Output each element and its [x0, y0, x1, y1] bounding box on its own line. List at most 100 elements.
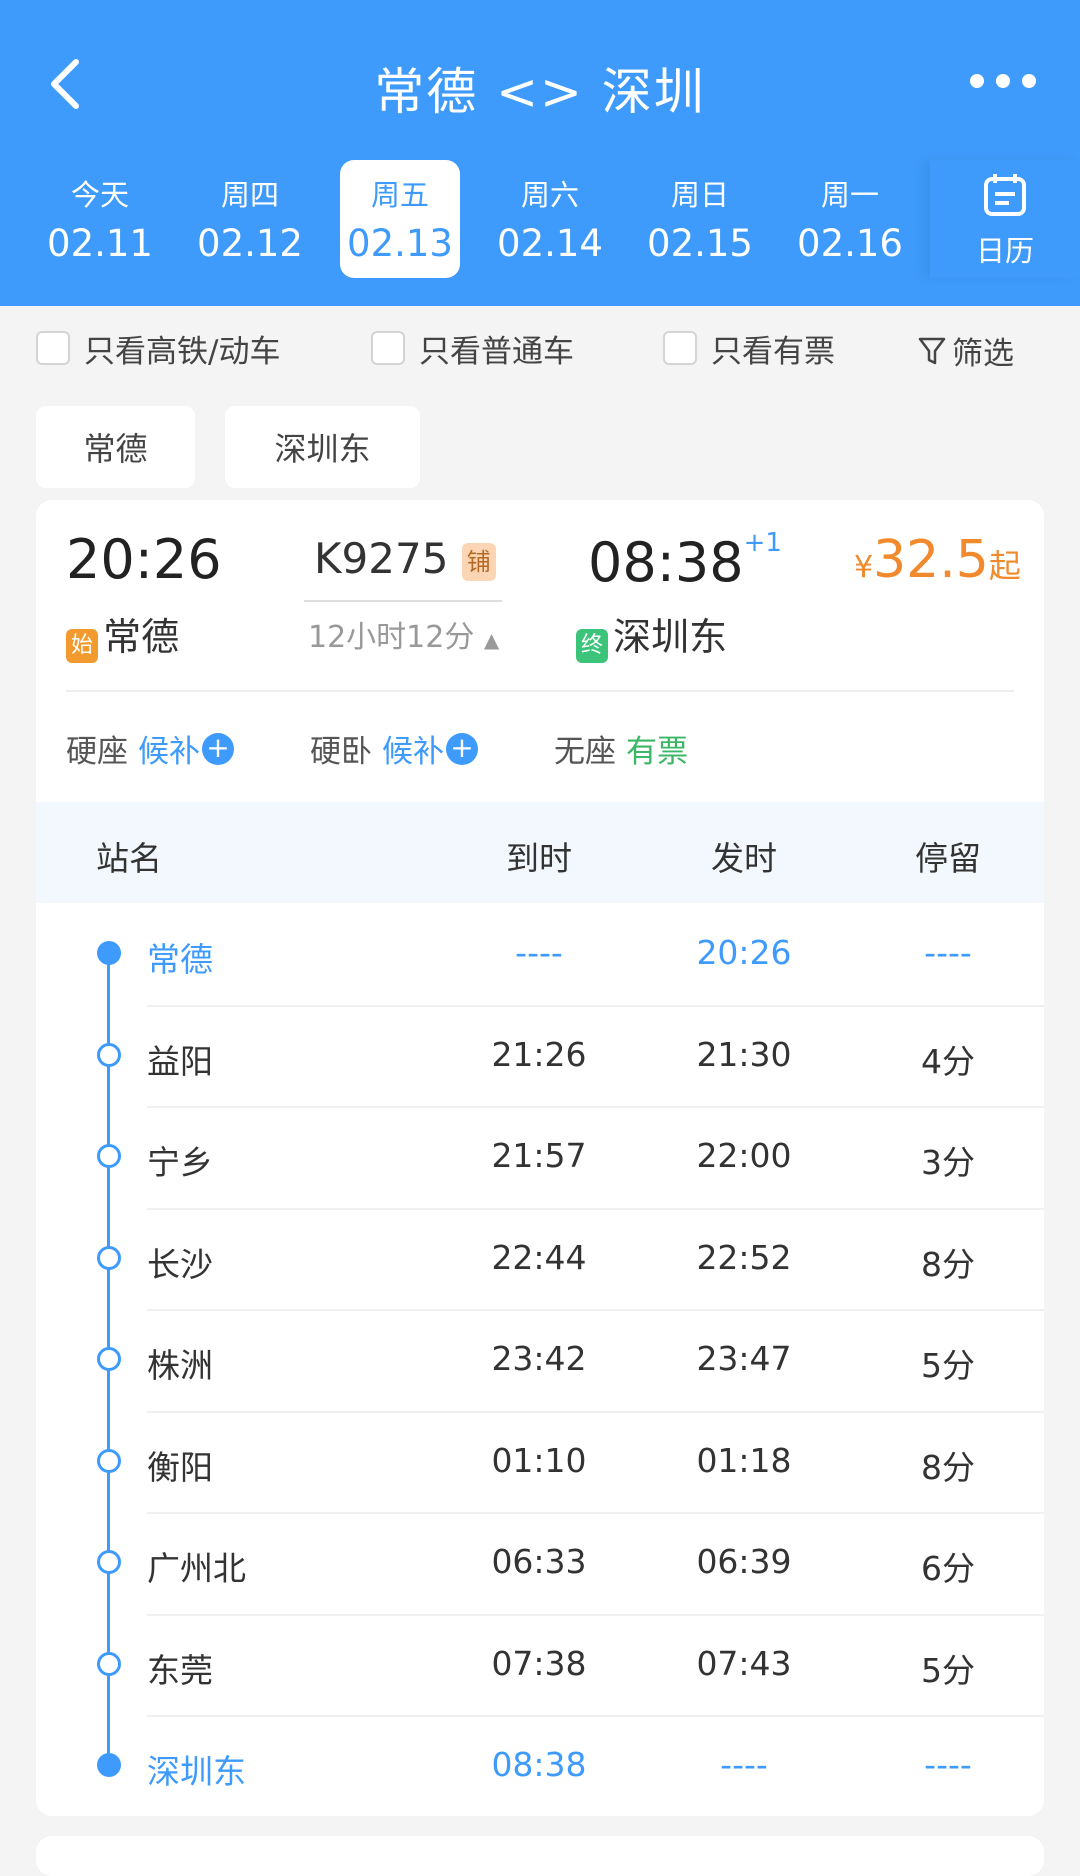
- date-tab[interactable]: 周一 02.16: [790, 160, 910, 278]
- station-dot-icon: [97, 1144, 121, 1168]
- arrive-time: 22:44: [491, 1237, 587, 1277]
- depart-time: 01:18: [696, 1440, 792, 1480]
- price-symbol: ¥: [854, 550, 874, 585]
- arrive-time: 21:57: [491, 1136, 587, 1175]
- seat-name: 硬卧: [310, 734, 372, 770]
- table-header: 站名 到时 发时 停留: [36, 802, 1044, 903]
- depart-time: ----: [720, 1745, 768, 1784]
- plus-circle-icon[interactable]: +: [202, 732, 234, 765]
- date-value: 02.15: [647, 222, 753, 265]
- seat-option[interactable]: 无座 有票: [554, 726, 688, 771]
- date-tab[interactable]: 周日 02.15: [640, 160, 760, 278]
- date-tab[interactable]: 周五 02.13: [340, 160, 460, 278]
- date-tab[interactable]: 今天 02.11: [40, 160, 160, 278]
- page-title: 常德 <> 深圳: [374, 63, 706, 121]
- table-row: 益阳 21:26 21:30 4分: [36, 1004, 1044, 1107]
- funnel-icon: [918, 337, 946, 364]
- header-arrive: 到时: [506, 839, 572, 878]
- arrive-time: 08:38+1: [588, 528, 782, 594]
- checkbox-box[interactable]: [36, 331, 70, 365]
- filter-available-checkbox[interactable]: 只看有票: [663, 331, 835, 370]
- table-row: 东莞 07:38 07:43 5分: [36, 1613, 1044, 1716]
- table-row: 长沙 22:44 22:52 8分: [36, 1207, 1044, 1310]
- depart-time: 06:39: [696, 1542, 792, 1581]
- table-row: 广州北 06:33 06:39 6分: [36, 1512, 1044, 1614]
- stop-duration: 8分: [921, 1244, 975, 1284]
- depart-time: 21:30: [696, 1034, 792, 1074]
- station-chip-from[interactable]: 常德: [36, 406, 195, 488]
- plus-circle-icon[interactable]: +: [446, 732, 478, 765]
- station-dot-icon: [97, 1245, 121, 1270]
- seat-option[interactable]: 硬座 候补 +: [66, 726, 234, 771]
- row-divider: [147, 1309, 1044, 1311]
- price: ¥32.5起: [854, 530, 1021, 590]
- calendar-icon: [984, 174, 1026, 216]
- row-divider: [147, 1004, 1044, 1007]
- date-weekday: 周四: [220, 178, 279, 212]
- date-value: 02.11: [47, 222, 153, 265]
- station-name: 深圳东: [147, 1752, 246, 1791]
- station-name: 东莞: [147, 1650, 213, 1690]
- price-suffix: 起: [988, 547, 1021, 585]
- arrive-time: 21:26: [491, 1034, 587, 1074]
- station-chip-to[interactable]: 深圳东: [225, 406, 420, 488]
- depart-time: 22:52: [696, 1237, 792, 1277]
- train-number[interactable]: K9275 铺: [314, 534, 496, 583]
- arrive-time: ----: [515, 933, 563, 972]
- station-name: 常德: [147, 940, 213, 979]
- station-name: 长沙: [147, 1244, 213, 1284]
- header: 常德 <> 深圳 今天 02.11 周四 02.12 周五 02.13 周六 02.14 周日 0…: [0, 0, 1080, 306]
- checkbox-box[interactable]: [371, 331, 405, 365]
- train-detail-card: 20:26 始 常德 K9275 铺 12小时12分 ▲ 08:38+1 终 深…: [36, 500, 1044, 1816]
- station-name: 宁乡: [147, 1143, 213, 1182]
- depart-time: 22:00: [696, 1136, 792, 1175]
- arrive-time-text: 08:38: [588, 531, 744, 594]
- station-name: 衡阳: [147, 1447, 213, 1487]
- seat-status: 候补: [382, 734, 444, 770]
- header-station: 站名: [96, 839, 162, 878]
- seat-name: 无座: [554, 734, 616, 770]
- header-depart: 发时: [711, 839, 777, 878]
- duration-toggle[interactable]: 12小时12分 ▲: [308, 612, 499, 656]
- filter-button[interactable]: 筛选: [918, 328, 1014, 373]
- day-offset: +1: [743, 528, 782, 558]
- chevron-left-icon[interactable]: [46, 58, 86, 110]
- date-tab[interactable]: 周六 02.14: [490, 160, 610, 278]
- calendar-button[interactable]: 日历: [930, 160, 1080, 278]
- calendar-label: 日历: [975, 234, 1034, 268]
- arrive-time: 08:38: [491, 1745, 587, 1784]
- card-divider: [66, 690, 1014, 692]
- date-value: 02.16: [797, 222, 903, 265]
- row-divider: [147, 1613, 1044, 1616]
- arrive-time: 23:42: [491, 1339, 587, 1378]
- table-row: 常德 ---- 20:26 ----: [36, 903, 1044, 1005]
- depart-time: 23:47: [696, 1339, 792, 1378]
- arrive-time: 07:38: [491, 1643, 587, 1683]
- from-station: 始 常德: [66, 606, 179, 663]
- row-divider: [147, 1106, 1044, 1108]
- date-weekday: 周日: [670, 178, 729, 212]
- row-divider: [147, 1410, 1044, 1413]
- station-dot-icon: [97, 1550, 121, 1574]
- filter-normal-checkbox[interactable]: 只看普通车: [371, 331, 574, 370]
- train-number-text: K9275: [314, 534, 449, 583]
- date-weekday: 今天: [70, 178, 129, 212]
- checkbox-box[interactable]: [663, 331, 697, 365]
- station-name: 广州北: [147, 1549, 246, 1588]
- next-card: [36, 1836, 1044, 1876]
- station-dot-icon: [97, 1753, 121, 1777]
- header-stop: 停留: [915, 839, 981, 878]
- stop-duration: 4分: [921, 1041, 975, 1081]
- more-dots-icon[interactable]: [970, 74, 1040, 94]
- seat-status: 有票: [626, 734, 688, 770]
- station-dot-icon: [97, 1042, 121, 1067]
- date-tab[interactable]: 周四 02.12: [190, 160, 310, 278]
- filter-high-speed-checkbox[interactable]: 只看高铁/动车: [36, 331, 280, 370]
- station-dot-icon: [97, 941, 121, 965]
- stop-duration: 3分: [921, 1143, 975, 1182]
- station-dot-icon: [97, 1347, 121, 1371]
- date-value: 02.12: [197, 222, 303, 265]
- seat-option[interactable]: 硬卧 候补 +: [310, 726, 478, 771]
- depart-time: 20:26: [696, 933, 792, 972]
- stop-duration: 6分: [921, 1549, 975, 1588]
